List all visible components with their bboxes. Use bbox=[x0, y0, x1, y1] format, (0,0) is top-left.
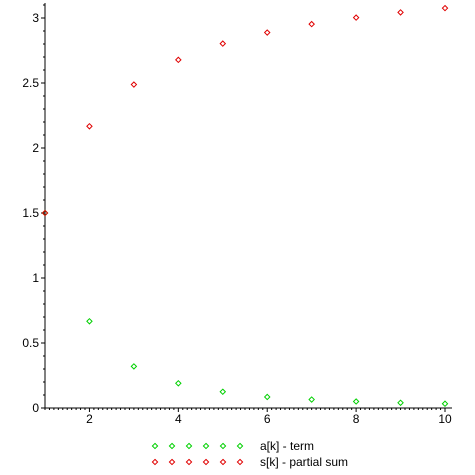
y-tick-label: 0 bbox=[32, 401, 39, 415]
y-tick-label: 1.5 bbox=[22, 206, 39, 220]
data-points bbox=[41, 4, 449, 408]
data-point bbox=[308, 396, 315, 403]
legend-marker bbox=[151, 458, 159, 466]
legend-marker bbox=[219, 458, 227, 466]
y-axis-ticks: 0 0.5 1 1.5 2 2.5 3 bbox=[22, 4, 45, 415]
legend: a[k] - term s[k] - partial sum bbox=[151, 439, 348, 469]
legend-marker bbox=[185, 458, 193, 466]
data-point bbox=[41, 209, 49, 217]
legend-marker bbox=[236, 442, 244, 450]
legend-entry: s[k] - partial sum bbox=[151, 455, 348, 469]
legend-marker bbox=[202, 458, 210, 466]
y-tick-label: 0.5 bbox=[22, 336, 39, 350]
x-axis-ticks: 2 4 6 8 10 bbox=[44, 408, 452, 426]
series-1 bbox=[41, 4, 449, 217]
data-point bbox=[130, 81, 138, 88]
x-tick-label: 6 bbox=[264, 412, 271, 426]
data-point bbox=[263, 393, 271, 401]
data-point bbox=[441, 400, 449, 408]
series-0 bbox=[41, 209, 449, 408]
data-point bbox=[175, 379, 182, 387]
data-point bbox=[308, 20, 315, 28]
data-point bbox=[219, 388, 227, 396]
legend-marker bbox=[219, 442, 227, 450]
data-point bbox=[352, 398, 360, 405]
data-point bbox=[263, 29, 271, 36]
legend-marker bbox=[151, 442, 159, 450]
data-point bbox=[86, 317, 93, 325]
data-point bbox=[397, 399, 404, 407]
legend-label: a[k] - term bbox=[260, 439, 314, 453]
legend-marker bbox=[185, 442, 193, 450]
legend-marker bbox=[202, 442, 210, 450]
data-point bbox=[86, 122, 93, 130]
y-tick-label: 2 bbox=[32, 141, 39, 155]
x-tick-label: 8 bbox=[353, 412, 360, 426]
data-point bbox=[175, 56, 182, 64]
data-point bbox=[352, 14, 360, 21]
data-point bbox=[441, 4, 449, 12]
data-point bbox=[219, 40, 227, 47]
x-tick-label: 2 bbox=[86, 412, 93, 426]
y-tick-label: 3 bbox=[32, 11, 39, 25]
legend-entry: a[k] - term bbox=[151, 439, 314, 453]
y-tick-label: 2.5 bbox=[22, 76, 39, 90]
legend-marker bbox=[236, 458, 244, 466]
data-point bbox=[397, 9, 404, 16]
axes bbox=[44, 3, 452, 409]
legend-marker bbox=[168, 458, 176, 466]
x-tick-label: 4 bbox=[175, 412, 182, 426]
data-point bbox=[130, 363, 138, 370]
x-tick-label: 10 bbox=[438, 412, 452, 426]
legend-label: s[k] - partial sum bbox=[260, 455, 348, 469]
y-tick-label: 1 bbox=[32, 271, 39, 285]
legend-marker bbox=[168, 442, 176, 450]
